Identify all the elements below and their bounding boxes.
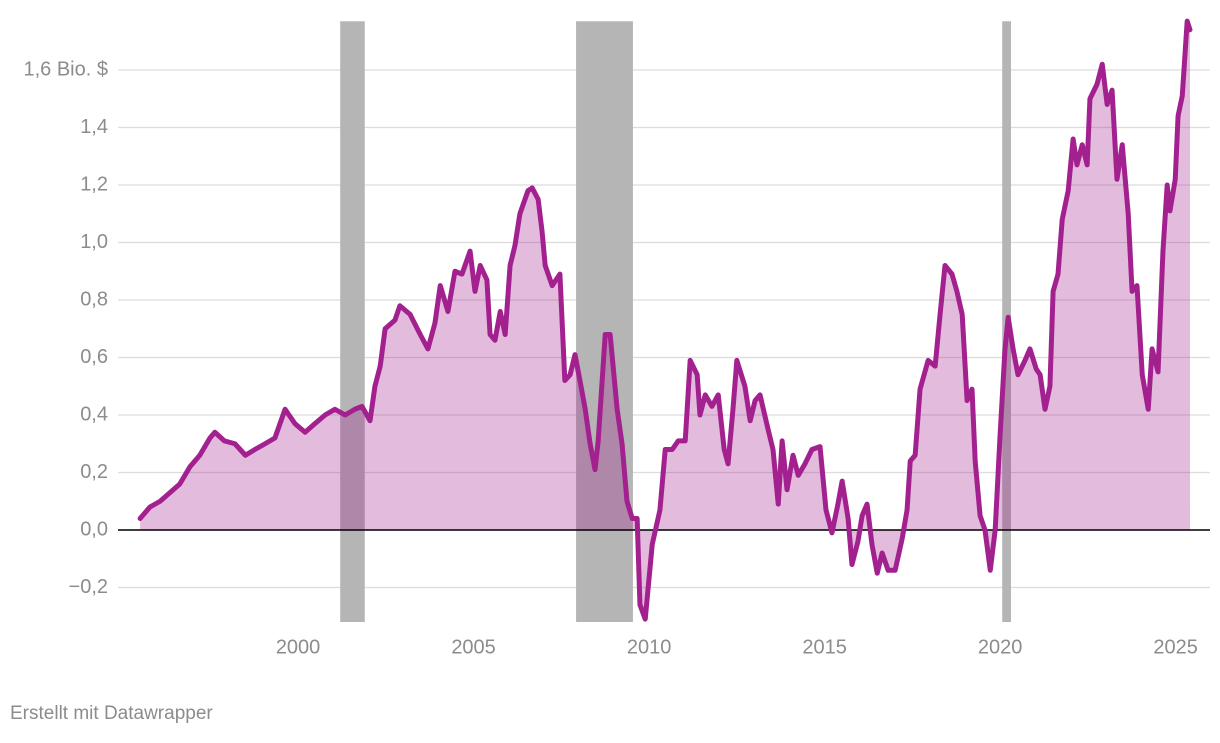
y-tick-label: 1,0 [80,231,108,253]
x-tick-label: 2025 [1153,636,1198,658]
y-tick-label: 0,0 [80,518,108,540]
y-tick-label: 0,4 [80,403,108,425]
shaded-period [340,21,365,622]
y-tick-label: 0,8 [80,288,108,310]
shaded-period [576,21,633,622]
x-tick-label: 2010 [627,636,672,658]
x-tick-label: 2005 [451,636,496,658]
y-tick-label: 0,6 [80,346,108,368]
line [137,18,1193,622]
area [140,21,1190,620]
y-tick-label: −0,2 [69,576,108,598]
x-tick-label: 2015 [802,636,847,658]
y-tick-label: 0,2 [80,461,108,483]
y-tick-label: 1,6 Bio. $ [23,58,108,80]
x-tick-label: 2000 [276,636,321,658]
y-tick-label: 1,4 [80,116,108,138]
footer: Erstellt mit Datawrapper [10,703,213,724]
x-tick-label: 2020 [978,636,1023,658]
y-tick-label: 1,2 [80,173,108,195]
